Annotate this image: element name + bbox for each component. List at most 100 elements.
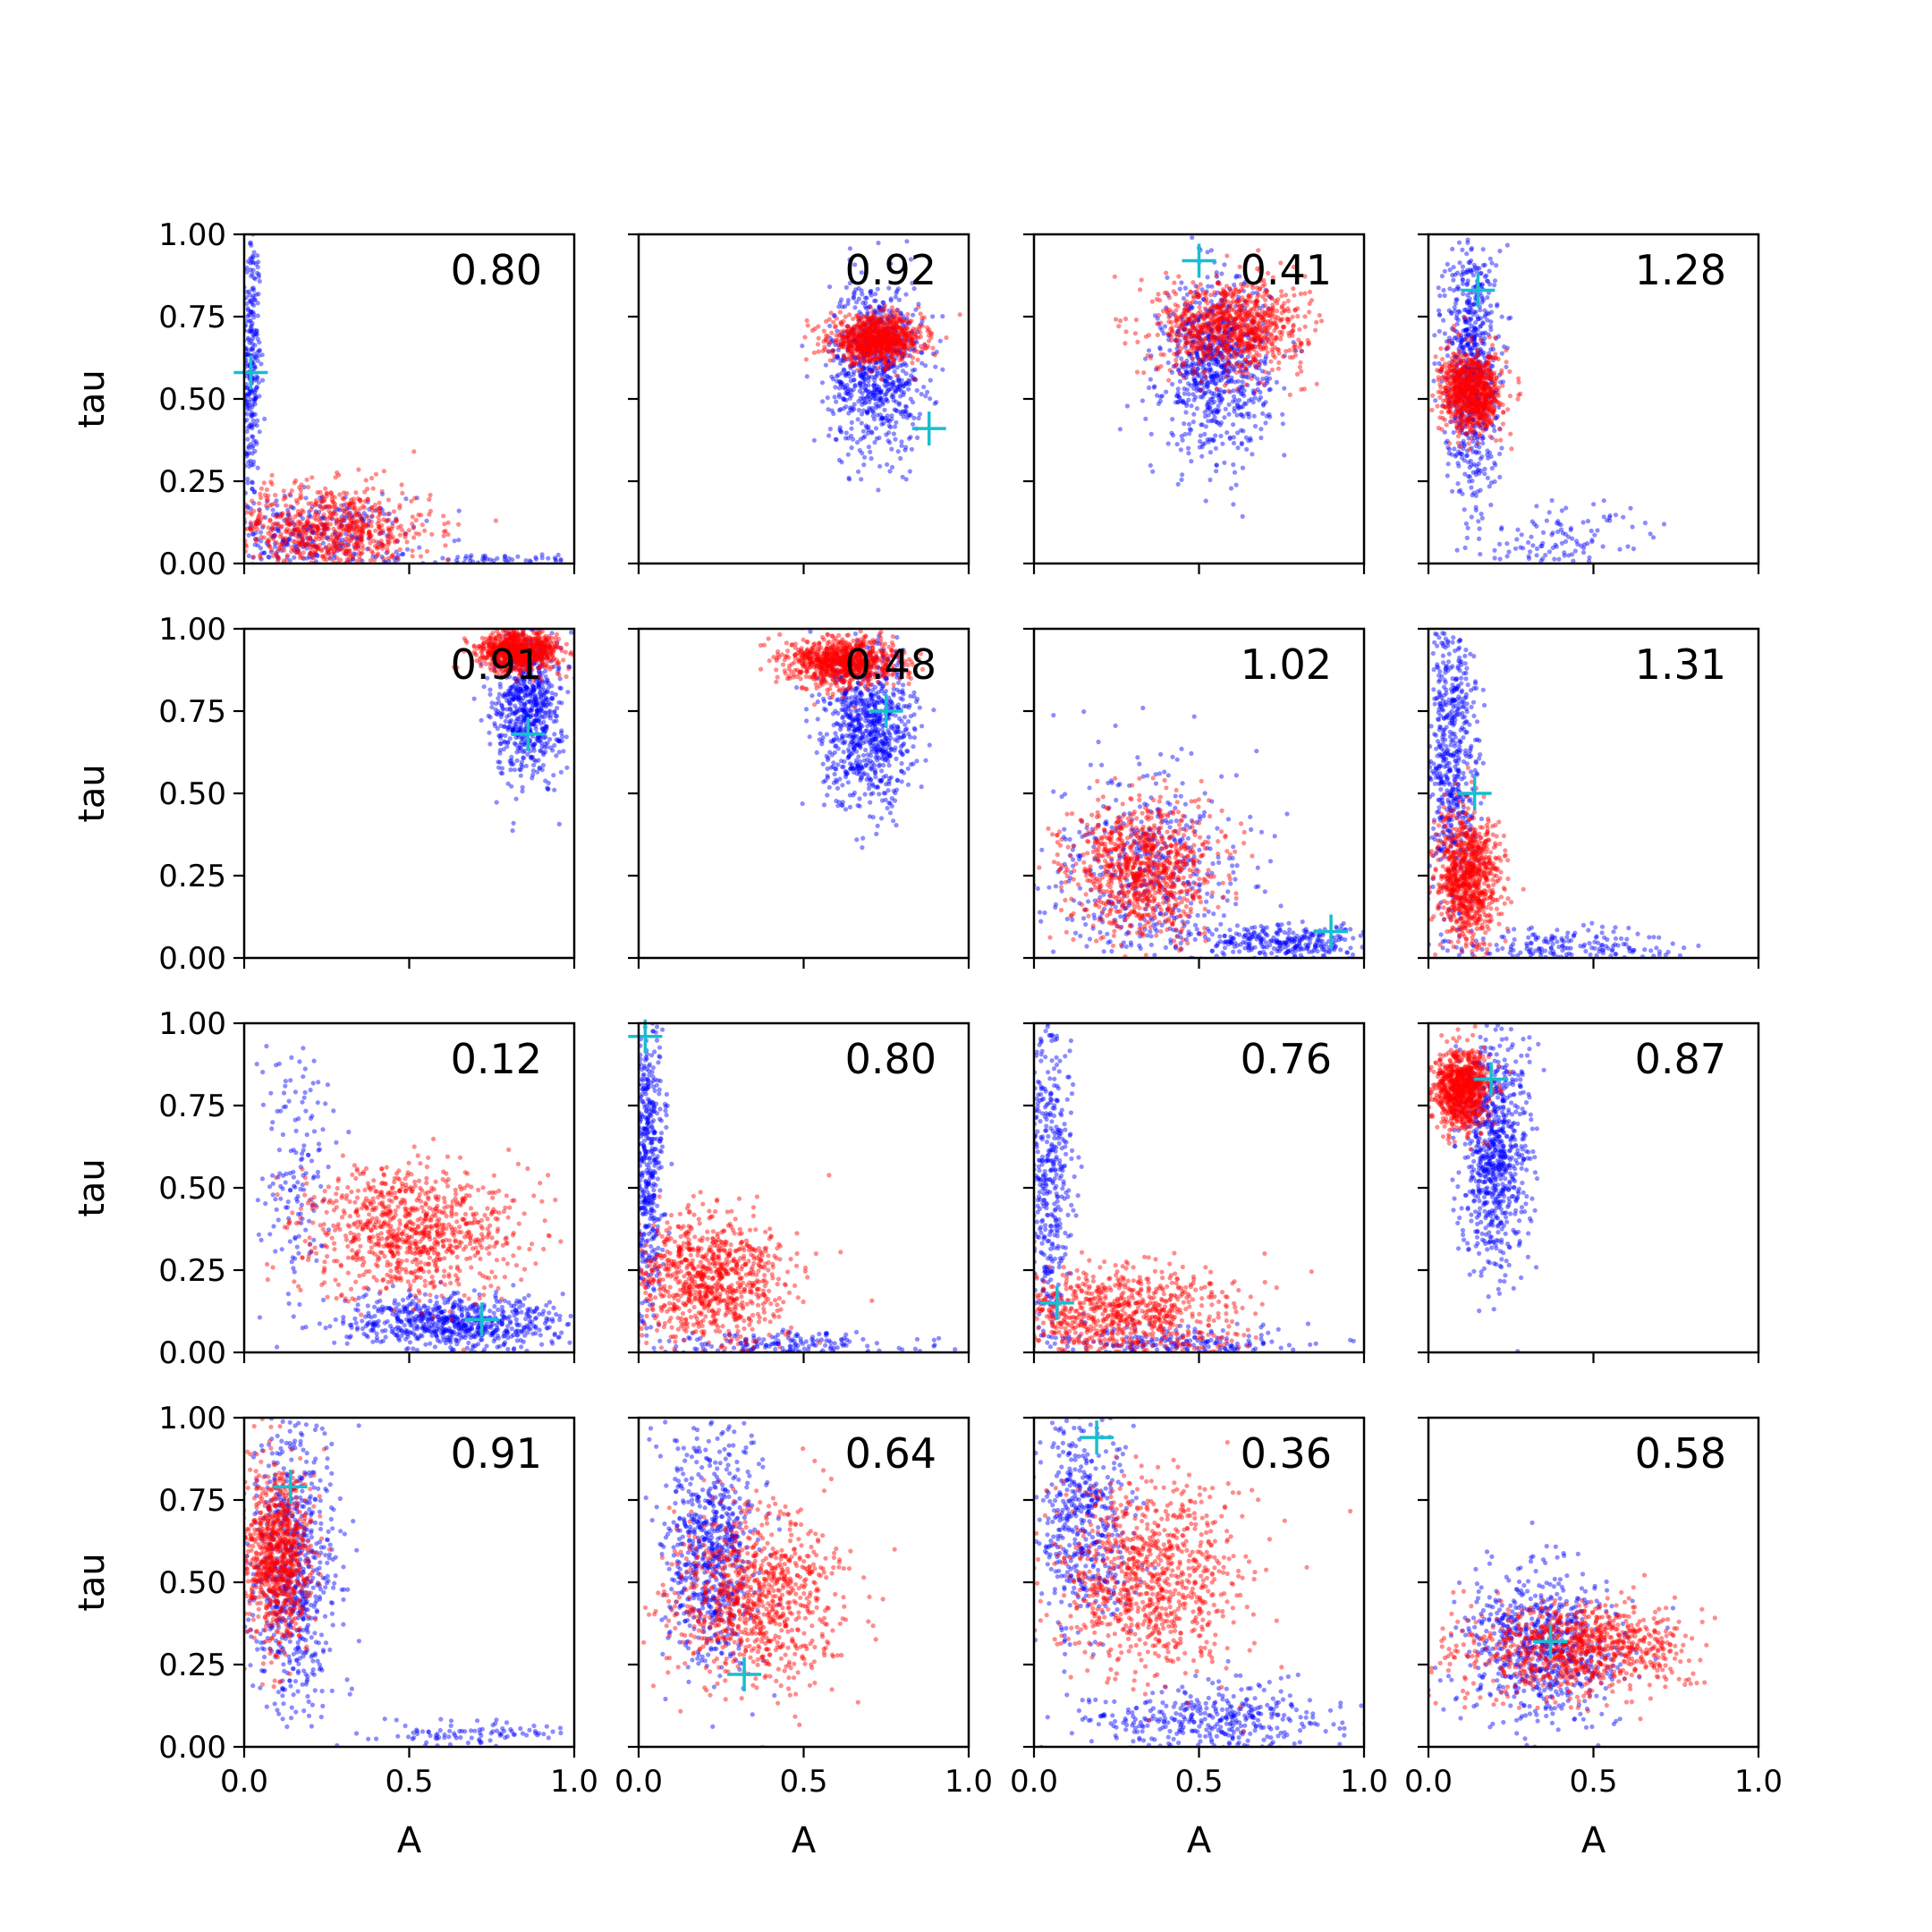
blue-series-point [1117,427,1123,432]
blue-series-point [456,538,462,543]
blue-series-point [902,390,907,395]
red-series-point [888,341,894,346]
blue-series-point [1227,366,1233,371]
red-series-point [1174,308,1179,313]
blue-series-point [894,408,899,413]
blue-series-point [1201,341,1208,346]
red-series-point [417,531,422,537]
blue-series-point [1250,400,1256,405]
blue-series-point [250,555,256,560]
blue-series-point [921,385,927,390]
red-series-point [315,489,320,496]
blue-series-point [245,505,250,511]
red-series-point [864,329,869,335]
blue-series-point [250,342,256,347]
blue-series-point [868,289,873,294]
red-series-point [1202,315,1208,320]
blue-series-point [332,540,337,546]
blue-series-point [901,414,906,419]
blue-series-point [877,304,882,310]
blue-series-point [878,370,884,376]
blue-series-point [1267,387,1272,393]
red-series-point [1188,341,1193,347]
red-series-point [319,548,325,554]
blue-series-point [1200,330,1206,335]
red-series-point [857,346,862,352]
red-series-point [882,302,887,309]
red-series-point [281,496,286,502]
blue-series-point [1229,354,1234,360]
blue-series-point [1188,328,1193,334]
red-series-point [894,320,900,326]
blue-series-point [908,412,914,418]
red-series-point [871,328,877,334]
blue-series-point [1175,481,1181,487]
blue-series-point [880,415,886,421]
red-series-point [877,354,884,360]
blue-series-point [876,487,881,493]
blue-series-point [1224,307,1229,312]
blue-series-point [1220,342,1225,347]
red-series-point [886,343,893,349]
red-series-point [839,342,844,347]
red-series-point [1210,305,1216,310]
blue-series-point [255,301,260,306]
blue-series-point [1200,358,1206,363]
blue-series-point [1226,305,1233,310]
red-series-point [369,519,374,524]
red-series-point [889,331,894,337]
blue-series-point [865,430,871,436]
blue-series-point [863,371,869,377]
red-series-point [357,497,362,503]
red-series-point [858,346,864,352]
blue-series-point [1230,326,1235,332]
blue-series-point [252,393,258,398]
blue-series-point [837,360,843,366]
blue-series-point [880,318,886,324]
blue-series-point [872,325,877,330]
blue-series-point [1258,389,1263,395]
blue-series-point [1205,352,1210,358]
blue-series-point [873,343,878,349]
red-series-point [1252,388,1258,394]
blue-series-point [891,325,896,330]
y-tick-label: 0.25 [158,464,226,500]
red-series-point [888,325,894,330]
blue-series-point [255,253,260,258]
red-series-point [852,328,858,334]
red-series-point [877,352,883,358]
red-series-point [427,512,432,517]
blue-series-point [1219,397,1224,402]
red-series-point [845,347,851,352]
red-series-point [860,328,867,334]
blue-series-point [889,416,894,422]
red-series-point [1190,300,1195,305]
red-series-point [348,551,353,557]
blue-series-point [1222,330,1228,335]
blue-series-point [877,390,883,395]
blue-series-point [846,391,852,397]
blue-series-point [255,313,260,318]
red-series-point [887,319,893,325]
red-series-point [355,564,360,569]
red-series-point [309,507,314,513]
blue-series-point [897,318,902,323]
blue-series-point [553,556,558,563]
red-series-point [377,523,382,530]
red-series-point [929,331,935,336]
blue-series-point [870,322,877,327]
red-series-point [874,342,879,347]
red-series-point [895,338,901,344]
blue-series-point [252,377,258,383]
red-series-point [1236,343,1241,348]
panel-points [1428,234,1666,564]
red-series-point [1302,324,1308,329]
red-series-point [350,521,355,526]
red-series-point [852,360,858,365]
blue-series-point [456,508,462,513]
blue-series-point [313,544,318,549]
red-series-point [833,340,838,345]
red-series-point [312,542,318,547]
red-series-point [337,547,343,553]
red-series-point [1249,328,1254,334]
